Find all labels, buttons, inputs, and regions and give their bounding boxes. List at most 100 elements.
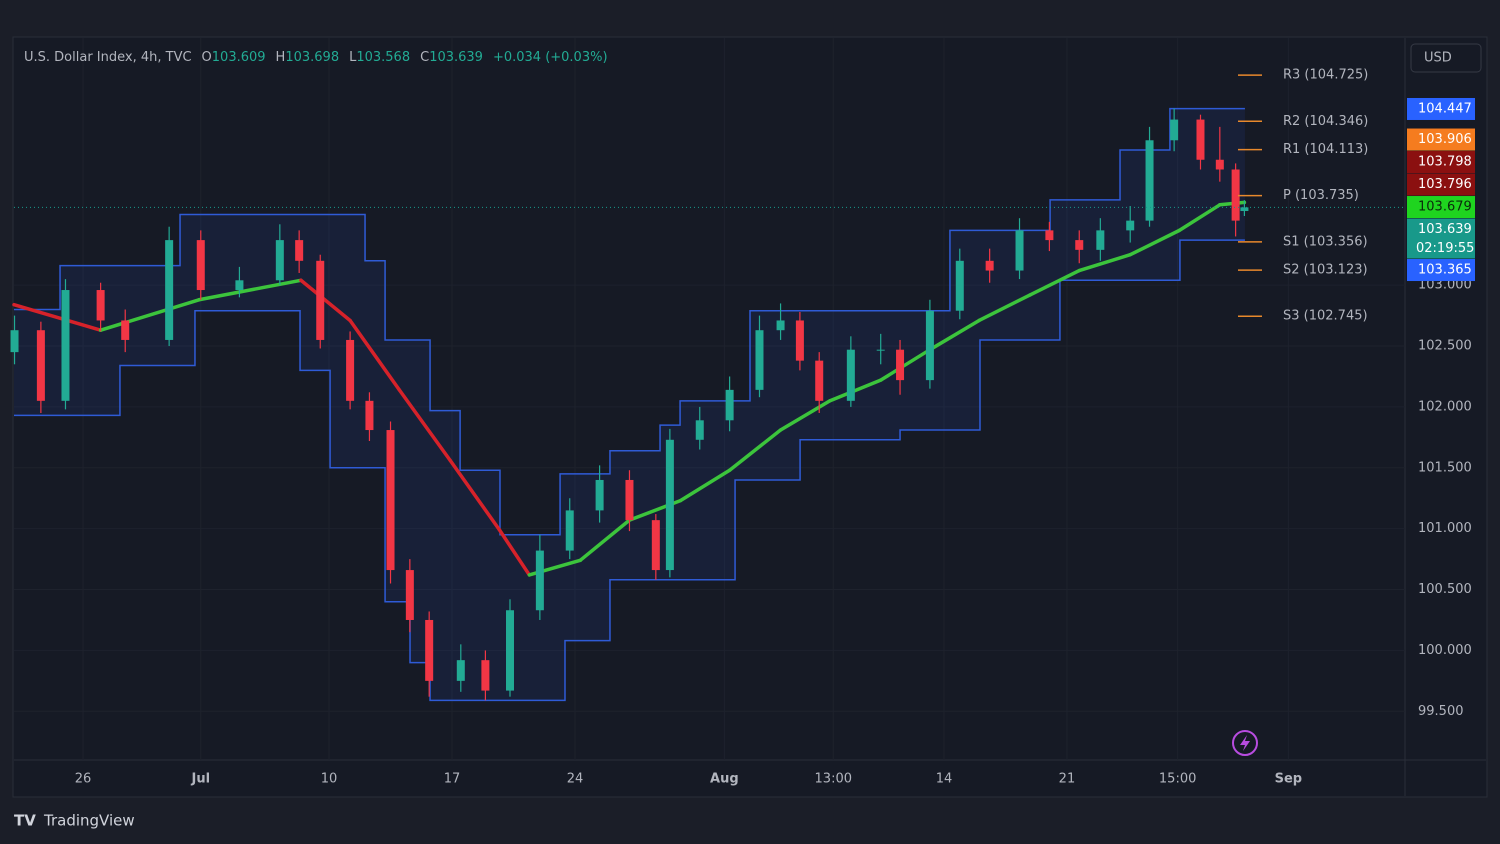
candle-body (1145, 140, 1154, 221)
candle-body (386, 430, 395, 571)
candle-body (1196, 119, 1205, 160)
price-tag-label: 103.365 (1418, 263, 1472, 278)
currency[interactable]: USD (1424, 51, 1452, 66)
candle-body (316, 260, 325, 340)
candle-body (235, 280, 244, 291)
countdown: 02:19:55 (1416, 241, 1474, 256)
moving-average (578, 518, 632, 563)
y-tick-label: 99.500 (1418, 704, 1464, 719)
moving-average (928, 318, 981, 352)
candle-body (985, 260, 994, 271)
alert-bolt (1240, 735, 1250, 751)
x-tick-label: Jul (190, 772, 210, 787)
moving-average (197, 278, 303, 302)
ohlc-value: 103.609 (212, 50, 266, 65)
moving-average (1028, 268, 1082, 297)
plot (10, 38, 1405, 760)
candle-body (36, 330, 45, 401)
candle-body (456, 660, 465, 681)
ohlc-value: 103.568 (356, 50, 410, 65)
candle-body (665, 439, 674, 571)
candle-body (955, 260, 964, 311)
candle-body (896, 349, 905, 381)
candle-body (876, 349, 885, 351)
candle-body (846, 349, 855, 401)
candle-body (481, 660, 490, 691)
candle-body (795, 320, 804, 361)
candle-body (1240, 207, 1249, 212)
moving-average (98, 298, 201, 332)
x-tick-label: 26 (75, 772, 92, 787)
price-tag (1407, 218, 1475, 259)
candle-body (925, 310, 934, 381)
pivot-label: P (103.735) (1283, 188, 1359, 203)
moving-average (299, 278, 352, 323)
channel-line (14, 239, 1245, 702)
y-tick-label: 100.000 (1418, 643, 1472, 658)
candle-body (1015, 230, 1024, 271)
channel-line (14, 107, 1245, 536)
price-tag (1407, 97, 1475, 120)
y-tick-label: 102.000 (1418, 399, 1472, 414)
header-line: U.S. Dollar Index, 4h, TVC O103.609 H103.6… (24, 50, 608, 65)
candle-body (1075, 240, 1084, 250)
candle-body (1126, 220, 1135, 231)
moving-average (448, 458, 502, 532)
candle-body (346, 339, 355, 401)
candle-body (625, 479, 634, 521)
candle-body (295, 240, 304, 261)
x-tick-label: Sep (1275, 772, 1303, 787)
x-tick-label: 14 (936, 772, 953, 787)
price-tag (1407, 151, 1475, 174)
price-tag (1407, 259, 1475, 282)
price-tag (1407, 173, 1475, 196)
candle-body (776, 320, 785, 331)
moving-average (678, 468, 732, 503)
ohlc-value: 103.639 (429, 50, 483, 65)
candle-body (1170, 119, 1179, 141)
x-tick-label: Aug (710, 772, 739, 787)
price-tag-label: 103.679 (1418, 200, 1472, 215)
chart-panel (12, 36, 1488, 798)
candle-body (10, 330, 19, 353)
change: +0.034 (+0.03%) (493, 50, 608, 65)
y-tick-label: 102.500 (1418, 339, 1472, 354)
x-tick-label: 17 (444, 772, 461, 787)
brand: TradingView (43, 812, 135, 830)
price-tag-label: 104.447 (1418, 101, 1472, 116)
candle-body (405, 570, 414, 620)
brand-logo: TV (14, 812, 36, 830)
moving-average (878, 347, 932, 382)
symbol: U.S. Dollar Index, 4h, TVC (24, 50, 192, 65)
candle-body (165, 240, 174, 340)
y-tick-label: 101.500 (1418, 460, 1472, 475)
moving-average (1177, 203, 1222, 233)
ohlc-letter: H (276, 50, 286, 65)
candle-body (651, 520, 660, 571)
candle-body (61, 290, 70, 401)
price-tag-label: 103.906 (1418, 132, 1472, 147)
price-tag-label: 103.798 (1418, 155, 1472, 170)
candle-body (365, 400, 374, 431)
y-tick-label: 101.000 (1418, 521, 1472, 536)
moving-average (12, 302, 103, 332)
moving-average (1077, 252, 1132, 273)
x-tick-label: 10 (321, 772, 338, 787)
candle-body (1215, 159, 1224, 170)
moving-average (1128, 228, 1182, 257)
ohlc-letter: O (202, 50, 212, 65)
alert-icon[interactable] (1232, 730, 1258, 756)
currency-button[interactable] (1410, 43, 1482, 73)
price-tag-label: 103.796 (1418, 177, 1472, 192)
x-tick-label: 15:00 (1159, 772, 1196, 787)
channel-fill (14, 108, 1245, 701)
moving-average (348, 318, 402, 392)
ohlc-value: 103.698 (285, 50, 339, 65)
candle-body (1231, 169, 1240, 221)
moving-average (727, 428, 783, 472)
candle-body (96, 290, 105, 321)
y-tick-label: 103.000 (1418, 278, 1472, 293)
ohlc-letter: C (420, 50, 429, 65)
